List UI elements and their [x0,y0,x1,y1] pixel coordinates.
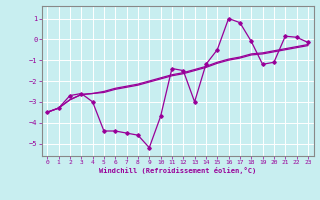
X-axis label: Windchill (Refroidissement éolien,°C): Windchill (Refroidissement éolien,°C) [99,167,256,174]
